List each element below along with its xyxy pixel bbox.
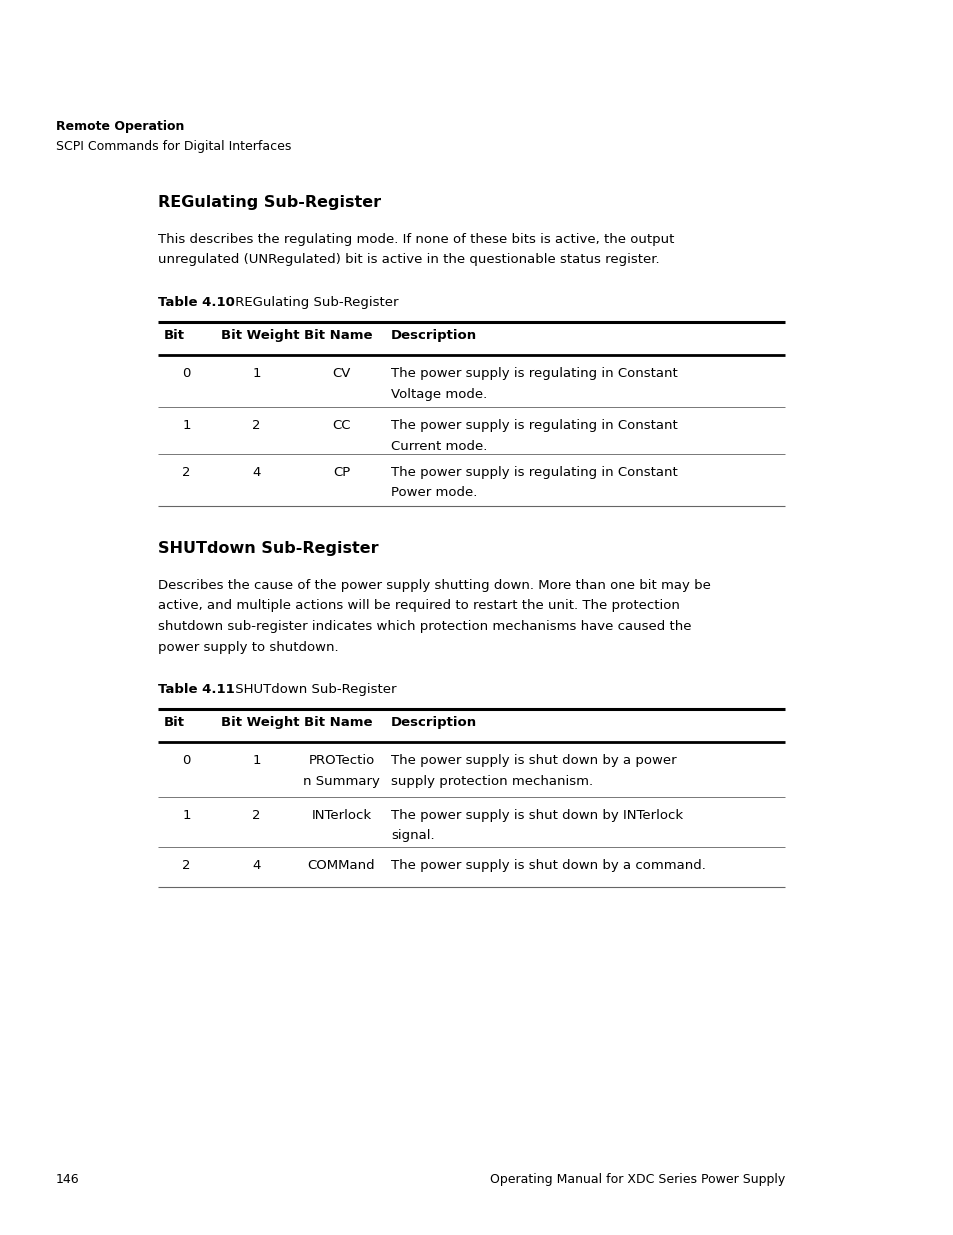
Text: PROTectio: PROTectio (308, 755, 375, 767)
Text: Bit Weight: Bit Weight (221, 329, 299, 342)
Text: Bit Name: Bit Name (304, 329, 372, 342)
Text: Description: Description (391, 329, 476, 342)
Text: 0: 0 (182, 755, 191, 767)
Text: The power supply is regulating in Constant: The power supply is regulating in Consta… (391, 367, 677, 380)
Text: unregulated (UNRegulated) bit is active in the questionable status register.: unregulated (UNRegulated) bit is active … (158, 253, 659, 267)
Text: Bit: Bit (164, 329, 185, 342)
Text: REGulating Sub-Register: REGulating Sub-Register (231, 296, 398, 309)
Text: COMMand: COMMand (308, 860, 375, 872)
Text: Power mode.: Power mode. (391, 487, 476, 499)
Text: CP: CP (333, 466, 350, 479)
Text: CV: CV (332, 367, 351, 380)
Text: 4: 4 (252, 466, 260, 479)
Text: Description: Description (391, 716, 476, 729)
Text: 2: 2 (182, 466, 191, 479)
Text: active, and multiple actions will be required to restart the unit. The protectio: active, and multiple actions will be req… (158, 599, 679, 613)
Text: Current mode.: Current mode. (391, 440, 487, 452)
Text: shutdown sub-register indicates which protection mechanisms have caused the: shutdown sub-register indicates which pr… (158, 620, 691, 634)
Text: This describes the regulating mode. If none of these bits is active, the output: This describes the regulating mode. If n… (158, 233, 674, 246)
Text: REGulating Sub-Register: REGulating Sub-Register (158, 195, 381, 210)
Text: n Summary: n Summary (303, 774, 379, 788)
Text: 0: 0 (182, 367, 191, 380)
Text: 146: 146 (56, 1173, 79, 1186)
Text: SHUTdown Sub-Register: SHUTdown Sub-Register (158, 541, 378, 556)
Text: Operating Manual for XDC Series Power Supply: Operating Manual for XDC Series Power Su… (489, 1173, 784, 1186)
Text: power supply to shutdown.: power supply to shutdown. (158, 641, 338, 653)
Text: signal.: signal. (391, 830, 435, 842)
Text: 2: 2 (182, 860, 191, 872)
Text: SCPI Commands for Digital Interfaces: SCPI Commands for Digital Interfaces (56, 140, 291, 153)
Text: Table 4.11: Table 4.11 (158, 683, 234, 697)
Text: Bit Weight: Bit Weight (221, 716, 299, 729)
Text: Bit: Bit (164, 716, 185, 729)
Text: INTerlock: INTerlock (311, 809, 371, 823)
Text: 2: 2 (252, 809, 260, 823)
Text: SHUTdown Sub-Register: SHUTdown Sub-Register (231, 683, 396, 697)
Text: The power supply is regulating in Constant: The power supply is regulating in Consta… (391, 466, 677, 479)
Text: 4: 4 (252, 860, 260, 872)
Text: 1: 1 (252, 755, 260, 767)
Text: The power supply is shut down by a power: The power supply is shut down by a power (391, 755, 676, 767)
Text: Describes the cause of the power supply shutting down. More than one bit may be: Describes the cause of the power supply … (158, 579, 710, 592)
Text: The power supply is regulating in Constant: The power supply is regulating in Consta… (391, 419, 677, 432)
Text: CC: CC (332, 419, 351, 432)
Text: The power supply is shut down by a command.: The power supply is shut down by a comma… (391, 860, 705, 872)
Text: Table 4.10: Table 4.10 (158, 296, 234, 309)
Text: 2: 2 (252, 419, 260, 432)
Text: The power supply is shut down by INTerlock: The power supply is shut down by INTerlo… (391, 809, 682, 823)
Text: 1: 1 (182, 419, 191, 432)
Text: 1: 1 (252, 367, 260, 380)
Text: supply protection mechanism.: supply protection mechanism. (391, 774, 593, 788)
Text: Remote Operation: Remote Operation (56, 120, 184, 133)
Text: Voltage mode.: Voltage mode. (391, 388, 487, 400)
Text: 1: 1 (182, 809, 191, 823)
Text: Bit Name: Bit Name (304, 716, 372, 729)
